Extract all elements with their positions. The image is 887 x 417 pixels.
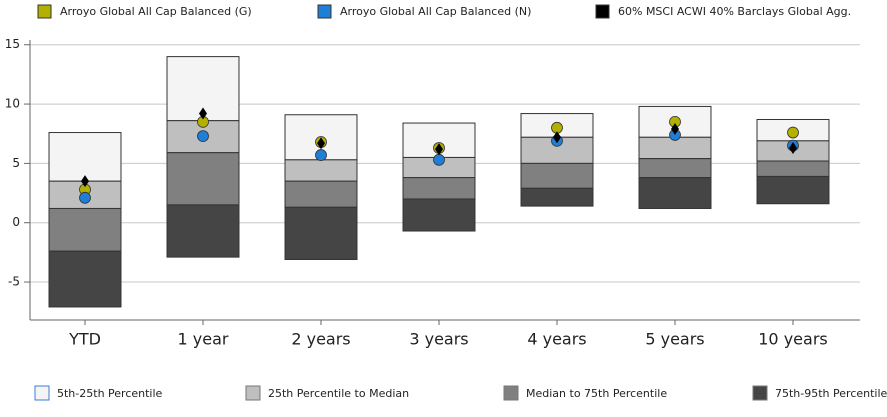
percentile-box — [756, 175, 830, 205]
percentile-box — [520, 162, 594, 189]
percentile-box — [402, 177, 476, 200]
percentile-box — [284, 180, 358, 208]
legend-label: Median to 75th Percentile — [526, 387, 667, 400]
x-tick-label: 2 years — [291, 330, 350, 349]
percentile-box — [284, 206, 358, 260]
percentile-box — [284, 159, 358, 182]
percentile-box — [48, 250, 122, 308]
y-tick-label: 0 — [12, 215, 20, 229]
legend-swatch — [595, 4, 610, 19]
legend-swatch — [752, 385, 768, 401]
legend-label: 75th-95th Percentile — [775, 387, 887, 400]
x-tick-label: 10 years — [758, 330, 827, 349]
percentile-box — [638, 158, 712, 179]
y-tick-label: 5 — [12, 156, 20, 170]
benchmark-marker — [317, 137, 325, 150]
legend-swatch — [503, 385, 519, 401]
benchmark-marker — [789, 141, 797, 154]
percentile-box — [756, 160, 830, 177]
benchmark-marker — [81, 175, 89, 188]
y-tick-label: -5 — [8, 275, 20, 289]
x-tick-label: 5 years — [645, 330, 704, 349]
x-tick-label: YTD — [68, 330, 101, 349]
legend-label: 60% MSCI ACWI 40% Barclays Global Agg. — [618, 5, 851, 18]
y-tick-label: 10 — [5, 97, 20, 111]
legend-swatch — [245, 385, 261, 401]
legend-label: 5th-25th Percentile — [57, 387, 163, 400]
percentile-box — [520, 187, 594, 207]
legend-swatch — [37, 4, 52, 19]
fund-marker — [79, 191, 91, 204]
fund-marker — [197, 130, 209, 143]
legend-label: Arroyo Global All Cap Balanced (G) — [60, 5, 252, 18]
fund-marker — [787, 126, 799, 139]
percentile-box — [48, 132, 122, 182]
fund-marker — [433, 153, 445, 166]
benchmark-marker — [435, 143, 443, 156]
x-tick-label: 1 year — [178, 330, 229, 349]
x-tick-label: 3 years — [409, 330, 468, 349]
legend-swatch — [317, 4, 332, 19]
percentile-box — [166, 204, 240, 258]
percentile-box — [402, 198, 476, 232]
legend-swatch — [34, 385, 50, 401]
benchmark-marker — [671, 122, 679, 135]
y-tick-label: 15 — [5, 37, 20, 51]
fund-marker — [315, 149, 327, 161]
percentile-box — [166, 152, 240, 206]
percentile-box — [638, 177, 712, 209]
benchmark-marker — [199, 107, 207, 120]
legend-label: Arroyo Global All Cap Balanced (N) — [340, 5, 531, 18]
benchmark-marker — [553, 131, 561, 144]
percentile-box — [48, 207, 122, 252]
x-tick-label: 4 years — [527, 330, 586, 349]
legend-label: 25th Percentile to Median — [268, 387, 409, 400]
